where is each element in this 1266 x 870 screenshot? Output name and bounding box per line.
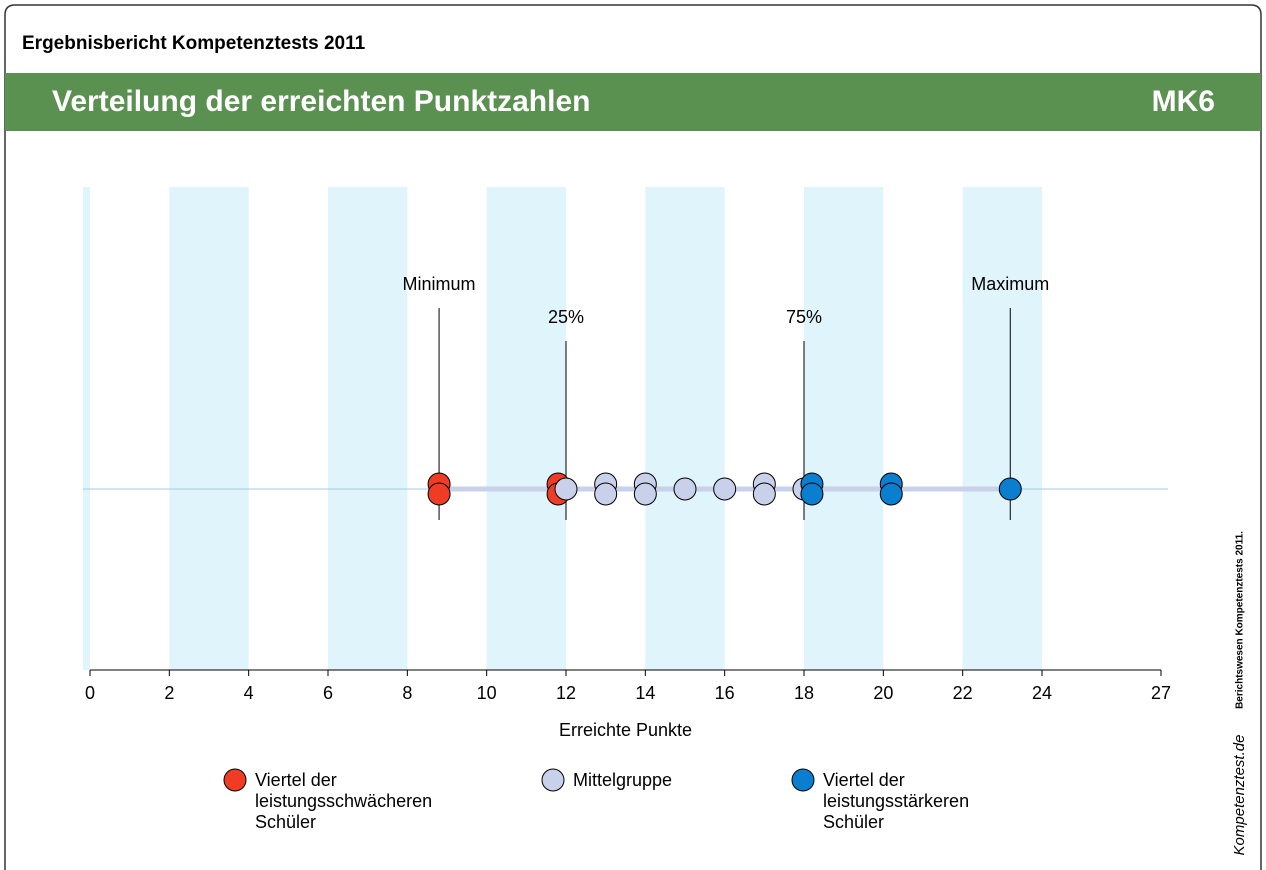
frame [4,4,1262,870]
chart-code: MK6 [1152,85,1215,118]
legend-label: Viertel der leistungsstärkeren Schüler [823,770,970,832]
data-point [879,482,903,506]
x-tick-label: 12 [556,683,576,703]
x-tick-label: 8 [402,683,412,703]
x-tick-label: 4 [244,683,254,703]
edge-band [83,187,90,670]
x-tick-label: 20 [873,683,893,703]
data-point [998,477,1022,501]
title-banner [5,73,1261,131]
reference-label: Maximum [971,274,1049,294]
shaded-band [645,187,725,670]
reference-label: 25% [548,307,584,327]
x-tick-label: 2 [164,683,174,703]
reference-label: Minimum [403,274,476,294]
shaded-band [486,187,566,670]
data-point [633,482,657,506]
x-tick-label: 22 [953,683,973,703]
legend-label: Viertel der leistungsschwächeren Schüler [255,770,433,832]
data-point [427,482,451,506]
data-point [554,477,578,501]
data-point [752,482,776,506]
reference-label: 75% [786,307,822,327]
legend-label: Mittelgruppe [573,770,673,790]
chart-title: Verteilung der erreichten Punktzahlen [52,85,590,118]
logo: Kompetenztest.de [1231,735,1248,856]
x-tick-label: 16 [715,683,735,703]
data-point [713,477,737,501]
x-tick-label: 0 [85,683,95,703]
data-point [594,482,618,506]
x-tick-label: 27 [1151,683,1171,703]
shaded-band [804,187,884,670]
x-tick-label: 14 [635,683,655,703]
legend-marker [791,768,815,792]
shaded-band [962,187,1042,670]
data-point [673,477,697,501]
shaded-band [328,187,408,670]
legend-marker [223,768,247,792]
x-tick-label: 6 [323,683,333,703]
side-note: Berichtswesen Kompetenztests 2011. [1235,531,1246,709]
x-tick-label: 24 [1032,683,1052,703]
data-point [800,482,824,506]
report-title: Ergebnisbericht Kompetenztests 2011 [22,33,366,54]
shaded-band [169,187,249,670]
x-tick-label: 10 [477,683,497,703]
x-tick-label: 18 [794,683,814,703]
legend-marker [541,768,565,792]
x-axis-label: Erreichte Punkte [559,720,692,740]
